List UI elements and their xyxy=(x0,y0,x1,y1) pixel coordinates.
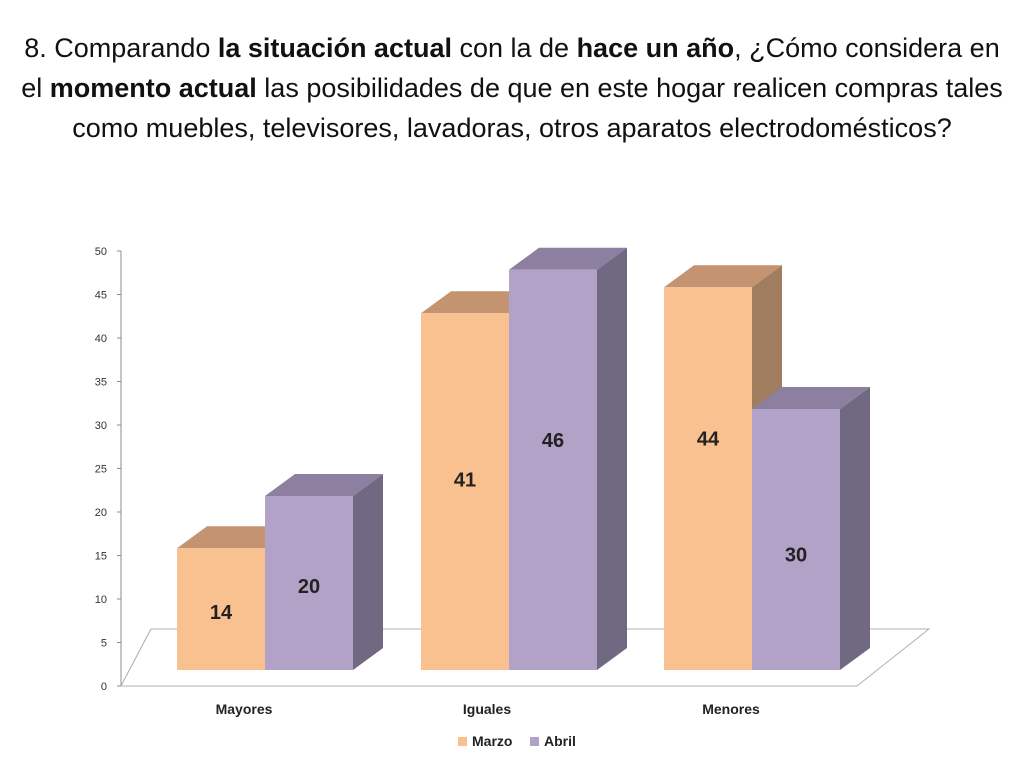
legend-label: Marzo xyxy=(472,733,512,749)
legend-item-abril: Abril xyxy=(530,733,576,749)
legend-label: Abril xyxy=(544,733,576,749)
bar-top xyxy=(509,247,627,270)
x-tick-label: Mayores xyxy=(216,701,273,717)
bar-front xyxy=(421,313,509,670)
bar-top xyxy=(752,387,870,409)
y-tick-label: 35 xyxy=(95,377,107,389)
y-tick-label: 20 xyxy=(95,507,107,519)
y-tick-label: 15 xyxy=(95,551,107,563)
bar-top xyxy=(664,265,782,288)
bar-front xyxy=(265,496,353,670)
data-label: 44 xyxy=(697,429,720,451)
bar-side xyxy=(353,474,383,670)
y-tick-label: 0 xyxy=(101,681,107,693)
data-label: 20 xyxy=(298,576,320,598)
x-tick-label: Menores xyxy=(702,701,760,717)
legend: Marzo Abril xyxy=(458,733,576,749)
bar-front xyxy=(752,409,840,670)
data-label: 30 xyxy=(785,545,807,567)
y-tick-label: 45 xyxy=(95,290,107,302)
chart-title: 8. Comparando la situación actual con la… xyxy=(21,33,1003,143)
data-label: 46 xyxy=(542,430,564,452)
legend-swatch xyxy=(458,737,467,746)
y-tick-label: 30 xyxy=(95,420,107,432)
y-tick-label: 50 xyxy=(95,246,107,258)
bar-side xyxy=(597,247,627,671)
bar-abril-mayores xyxy=(265,474,383,670)
bar-front xyxy=(177,548,265,670)
y-tick-label: 5 xyxy=(101,638,107,650)
bar-side xyxy=(840,387,870,670)
x-tick-label: Iguales xyxy=(463,701,511,717)
bar-abril-iguales xyxy=(509,247,627,671)
legend-item-marzo: Marzo xyxy=(458,733,512,749)
data-label: 41 xyxy=(454,470,476,492)
bar-abril-menores xyxy=(752,387,870,670)
y-tick-label: 40 xyxy=(95,333,107,345)
legend-swatch xyxy=(530,737,539,746)
bar-top xyxy=(265,474,383,496)
y-tick-label: 10 xyxy=(95,594,107,606)
data-label: 14 xyxy=(210,602,233,624)
bars-layer xyxy=(177,247,870,671)
bar-front xyxy=(664,287,752,670)
bar-front xyxy=(509,269,597,670)
y-tick-label: 25 xyxy=(95,464,107,476)
labels-layer: 14 20 Mayores 41 46 Iguales 44 30 Menores xyxy=(210,429,807,717)
